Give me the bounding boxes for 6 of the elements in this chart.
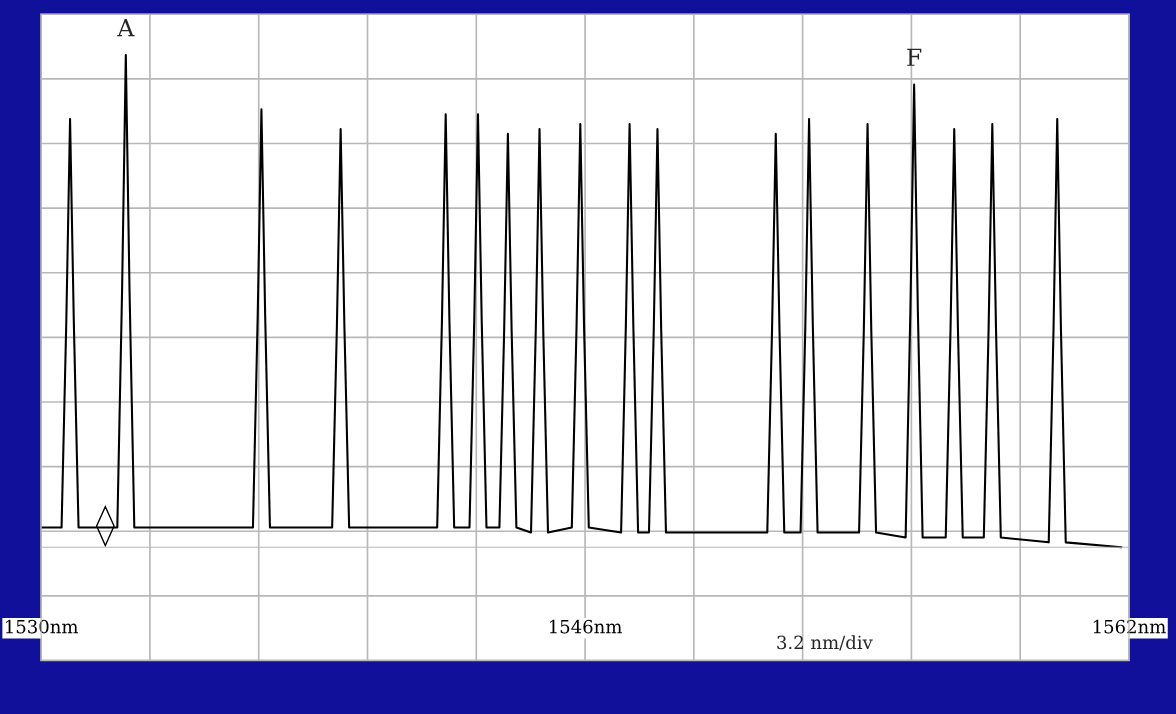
text: 3.2 nm/div	[777, 635, 873, 651]
x-tick-label: 1546nm	[549, 619, 622, 634]
annotation: F	[907, 48, 922, 66]
x-tick-label: 1562nm	[1093, 619, 1166, 634]
x-tick-label: 1530nm	[6, 619, 79, 634]
annotation: A	[117, 19, 135, 37]
